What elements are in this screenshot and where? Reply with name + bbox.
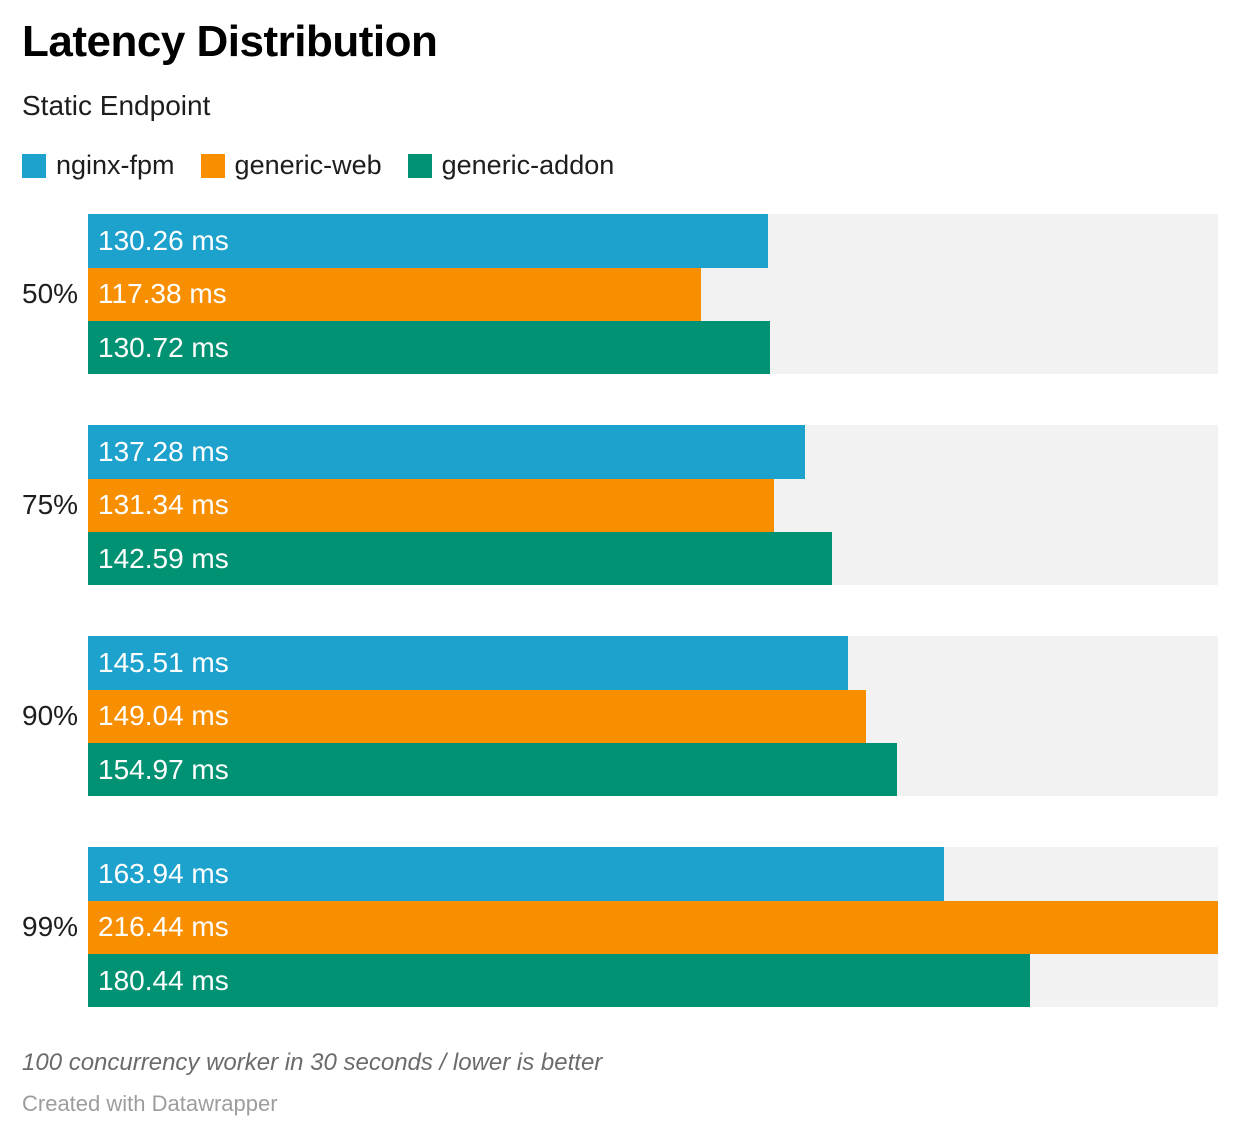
bar-track: 142.59 ms (88, 532, 1218, 586)
category-label-50: 50% (22, 278, 79, 310)
bar-group-75: 75% 137.28 ms 131.34 ms 142.59 ms (22, 425, 1218, 586)
legend-swatch-nginx-fpm (22, 153, 46, 178)
bar-value-label: 149.04 ms (98, 700, 229, 732)
legend-label-generic-web: generic-web (234, 150, 382, 181)
bar-value-label: 117.38 ms (98, 278, 227, 310)
bar-nginx-fpm-99: 163.94 ms (88, 847, 944, 901)
bar-track: 137.28 ms (88, 425, 1218, 479)
bar-track: 131.34 ms (88, 478, 1218, 533)
bar-generic-web-75: 131.34 ms (88, 478, 774, 533)
legend-swatch-generic-web (200, 153, 225, 178)
bar-generic-addon-75: 142.59 ms (88, 532, 833, 586)
bar-track-area: 163.94 ms 216.44 ms 180.44 ms (88, 847, 1218, 1008)
bar-track: 145.51 ms (88, 636, 1218, 690)
bar-generic-web-99: 216.44 ms (88, 900, 1218, 954)
bar-nginx-fpm-90: 145.51 ms (88, 636, 848, 690)
legend-item-generic-addon: generic-addon (407, 150, 615, 181)
bar-value-label: 154.97 ms (98, 753, 229, 785)
legend: nginx-fpm generic-web generic-addon (22, 150, 1218, 181)
bar-generic-addon-90: 154.97 ms (88, 743, 898, 797)
bar-group-50: 50% 130.26 ms 117.38 ms 130.72 ms (22, 214, 1218, 375)
bar-track: 216.44 ms (88, 900, 1218, 954)
bar-track: 154.97 ms (88, 743, 1218, 797)
bar-track: 149.04 ms (88, 689, 1218, 744)
bar-track-area: 145.51 ms 149.04 ms 154.97 ms (88, 636, 1218, 797)
datawrapper-attribution: Created with Datawrapper (22, 1091, 278, 1117)
bar-value-label: 131.34 ms (98, 489, 229, 521)
legend-label-generic-addon: generic-addon (441, 150, 615, 181)
bar-track: 163.94 ms (88, 847, 1218, 901)
legend-item-nginx-fpm: nginx-fpm (22, 150, 175, 181)
legend-item-generic-web: generic-web (200, 150, 382, 181)
legend-swatch-generic-addon (407, 153, 432, 178)
legend-label-nginx-fpm: nginx-fpm (56, 150, 175, 181)
bar-nginx-fpm-50: 130.26 ms (88, 214, 769, 268)
bar-track-area: 137.28 ms 131.34 ms 142.59 ms (88, 425, 1218, 586)
bar-value-label: 137.28 ms (98, 436, 229, 468)
page-title: Latency Distribution (22, 17, 438, 66)
bar-track: 130.72 ms (88, 321, 1218, 375)
bar-group-90: 90% 145.51 ms 149.04 ms 154.97 ms (22, 636, 1218, 797)
bar-value-label: 142.59 ms (98, 542, 229, 574)
bar-value-label: 130.72 ms (98, 331, 229, 363)
bar-value-label: 130.26 ms (98, 225, 229, 257)
chart-note: 100 concurrency worker in 30 seconds / l… (22, 1049, 603, 1077)
bar-generic-web-90: 149.04 ms (88, 689, 867, 744)
bar-generic-web-50: 117.38 ms (88, 267, 701, 322)
category-label-75: 75% (22, 489, 79, 521)
bar-value-label: 145.51 ms (98, 647, 229, 679)
bar-generic-addon-50: 130.72 ms (88, 321, 771, 375)
bar-track: 130.26 ms (88, 214, 1218, 268)
bar-nginx-fpm-75: 137.28 ms (88, 425, 805, 479)
bar-track: 180.44 ms (88, 954, 1218, 1008)
bar-value-label: 216.44 ms (98, 911, 229, 943)
bar-value-label: 163.94 ms (98, 858, 229, 889)
bar-group-99: 99% 163.94 ms 216.44 ms 180.44 ms (22, 847, 1218, 1008)
bar-chart: 50% 130.26 ms 117.38 ms 130.72 ms 75% 13… (22, 214, 1218, 1008)
bar-generic-addon-99: 180.44 ms (88, 954, 1031, 1008)
chart-subtitle: Static Endpoint (22, 90, 211, 122)
bar-value-label: 180.44 ms (98, 964, 229, 996)
bar-track-area: 130.26 ms 117.38 ms 130.72 ms (88, 214, 1218, 375)
category-label-99: 99% (22, 911, 79, 943)
category-label-90: 90% (22, 700, 79, 732)
bar-track: 117.38 ms (88, 267, 1218, 322)
